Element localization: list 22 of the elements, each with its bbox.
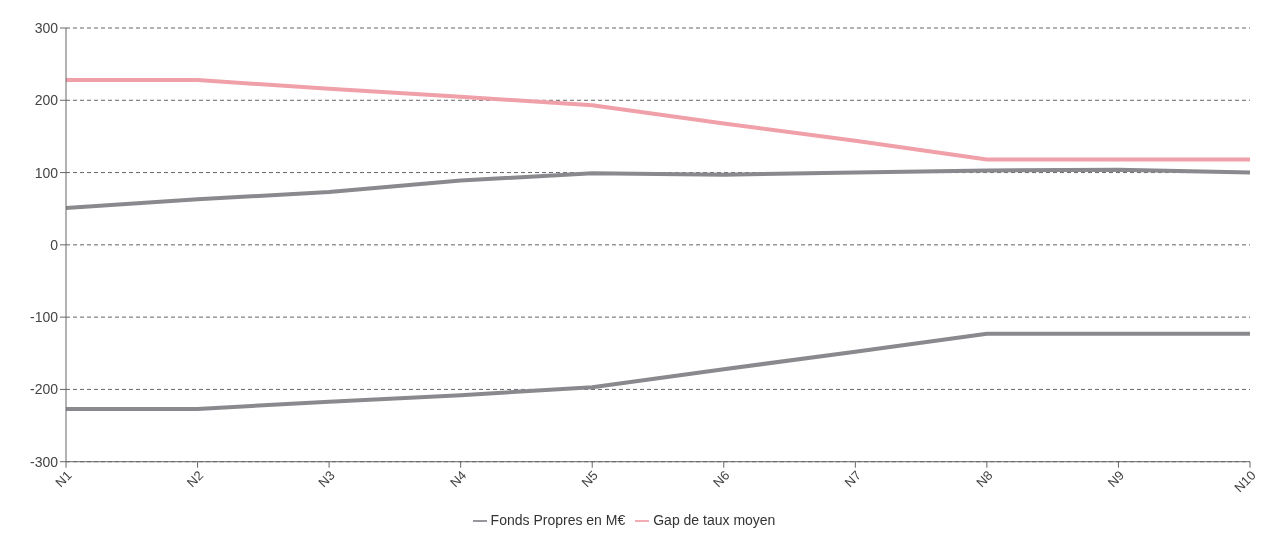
x-tick-label: N4 (446, 467, 470, 491)
x-tick-label: N9 (1104, 467, 1128, 491)
line-series (64, 167, 1252, 210)
x-tick-label: N5 (578, 467, 601, 491)
y-tick-label: 100 (34, 164, 59, 181)
legend-label: Fonds Propres en M€ (490, 511, 626, 528)
x-tick-label: N6 (710, 467, 733, 491)
line-series (64, 78, 1252, 162)
y-tick-label: -300 (29, 453, 59, 470)
y-tick-label: 0 (50, 236, 59, 253)
x-tick-label: N8 (973, 467, 996, 491)
x-tick-label: N1 (52, 467, 75, 491)
line-series (64, 331, 1252, 411)
x-tick-label: N3 (315, 467, 338, 491)
y-tick-label: -100 (29, 309, 59, 326)
x-tick-label: N10 (1231, 467, 1259, 496)
y-tick-label: 200 (34, 92, 59, 109)
x-tick-label: N7 (841, 467, 864, 491)
x-tick-label: N2 (183, 467, 207, 491)
legend-label: Gap de taux moyen (653, 511, 776, 528)
y-tick-label: 300 (34, 19, 59, 36)
y-tick-label: -200 (29, 381, 59, 398)
